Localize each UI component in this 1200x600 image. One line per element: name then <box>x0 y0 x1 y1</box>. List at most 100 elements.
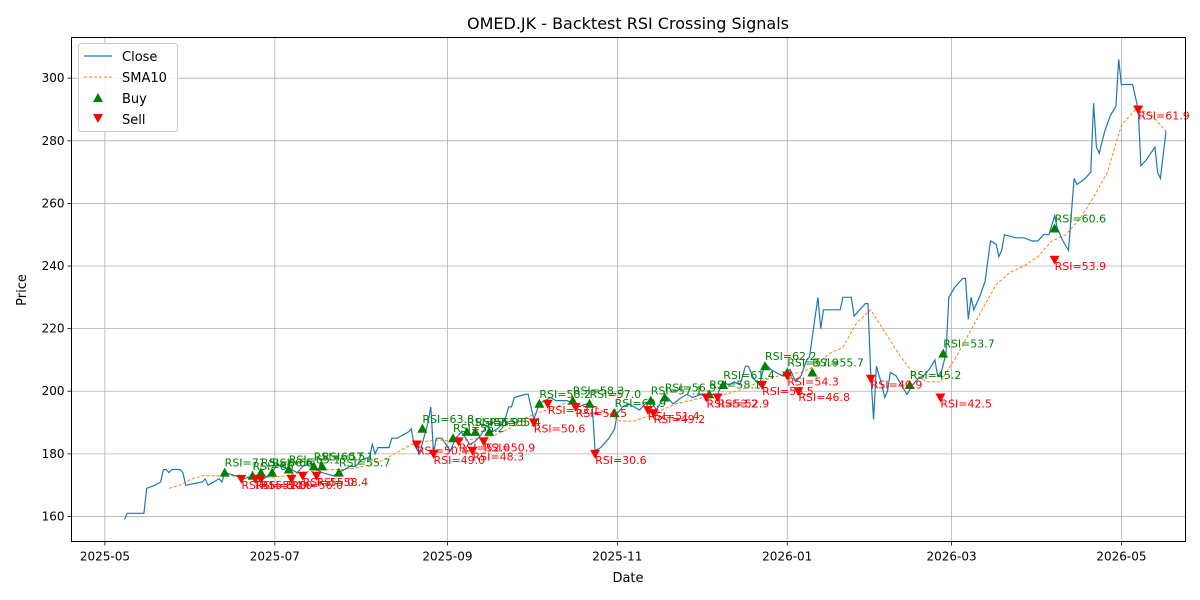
sell-marker <box>1049 255 1060 265</box>
buy-marker <box>645 395 656 405</box>
buy-marker <box>484 426 495 436</box>
sell-marker <box>935 393 946 403</box>
y-axis-ticks: 160 180 200 220 240 260 280 300 <box>42 71 72 523</box>
buy-marker <box>807 367 818 377</box>
buy-marker <box>534 398 545 408</box>
sma10-line <box>168 108 1167 489</box>
plot-frame <box>71 37 1186 542</box>
plot-area: RSI=71.5RSI=66RSI=66.6RSI=66.7RSI=65.1RS… <box>123 59 1190 520</box>
buy-marker <box>317 461 328 471</box>
buy-marker <box>567 395 578 405</box>
buy-rsi-label: RSI=60.6 <box>1055 212 1107 225</box>
y-axis-label: Price <box>15 274 30 306</box>
buy-rsi-label: RSI=55.4 <box>489 416 541 429</box>
sell-rsi-label: RSI=55.8 <box>241 479 293 492</box>
sell-rsi-label: RSI=30.6 <box>595 454 647 467</box>
sell-rsi-label: RSI=49.2 <box>654 413 706 426</box>
sell-marker <box>793 387 804 397</box>
buy-rsi-label: RSI=55.7 <box>339 457 391 470</box>
x-tick-label: 2025-09 <box>422 550 472 564</box>
sell-marker <box>453 437 464 447</box>
sell-marker <box>311 471 322 481</box>
buy-marker <box>219 467 230 477</box>
x-axis-ticks: 2025-05 2025-07 2025-09 2025-11 2026-01 2026-… <box>80 541 1147 564</box>
buy-rsi-label: RSI=58.3 <box>573 385 625 398</box>
legend: Close SMA10 Buy Sell <box>78 43 178 132</box>
buy-rsi-label: RSI=66 <box>253 460 294 473</box>
buy-rsi-label: RSI=66.6 <box>261 457 313 470</box>
x-tick-label: 2025-05 <box>80 550 130 564</box>
buy-rsi-label: RSI=57.1 <box>322 450 374 463</box>
buy-rsi-label: RSI=56.9 <box>665 382 717 395</box>
legend-box <box>78 43 178 132</box>
buy-marker <box>470 426 481 436</box>
buy-rsi-label: RSI=55.5 <box>475 416 527 429</box>
sell-marker <box>865 374 876 384</box>
y-tick-label: 220 <box>42 322 65 336</box>
x-tick-label: 2025-07 <box>250 550 300 564</box>
buy-marker <box>609 408 620 418</box>
sell-rsi-label: RSI=40.9 <box>871 379 923 392</box>
x-tick-label: 2026-01 <box>762 550 812 564</box>
sell-marker <box>528 418 539 428</box>
legend-sell-marker <box>93 114 103 123</box>
sell-marker <box>782 371 793 381</box>
buy-rsi-label: RSI=53.7 <box>943 338 995 351</box>
buy-marker <box>267 467 278 477</box>
sell-rsi-label: RSI=55.0 <box>303 476 355 489</box>
sell-rsi-label: RSI=48.3 <box>473 451 525 464</box>
buy-marker <box>718 379 729 389</box>
buy-marker <box>584 398 595 408</box>
sell-rsi-label: RSI=54.0 <box>261 479 313 492</box>
buy-rsi-label: RSI=55.9 <box>467 416 519 429</box>
sell-rsi-label: RSI=53.2 <box>706 398 758 411</box>
y-tick-label: 200 <box>42 384 65 398</box>
close-line <box>123 59 1167 520</box>
sell-marker <box>542 399 553 409</box>
sell-marker <box>467 446 478 456</box>
sell-rsi-label: RSI=61.9 <box>1138 110 1190 123</box>
sell-rsi-label: RSI=53.1 <box>548 404 600 417</box>
legend-close-label: Close <box>122 50 157 65</box>
y-tick-label: 240 <box>42 259 65 273</box>
buy-marker <box>308 461 319 471</box>
buy-marker <box>904 379 915 389</box>
buy-marker <box>255 467 266 477</box>
y-tick-label: 280 <box>42 134 65 148</box>
y-tick-label: 180 <box>42 447 65 461</box>
buy-rsi-label: RSI=65.1 <box>289 454 341 467</box>
grid-lines <box>71 37 1186 542</box>
sell-rsi-label: RSI=50.6 <box>534 423 586 436</box>
sell-rsi-label: RSI=53.9 <box>1055 260 1107 273</box>
sell-rsi-label: RSI=58.4 <box>317 476 369 489</box>
buy-rsi-label: RSI=57.0 <box>590 388 642 401</box>
buy-marker <box>283 464 294 474</box>
sell-marker <box>428 449 439 459</box>
sell-rsi-label: RSI=49.0 <box>434 454 486 467</box>
sell-marker <box>590 449 601 459</box>
buy-marker <box>461 426 472 436</box>
sell-marker <box>712 393 723 403</box>
buy-rsi-label: RSI=57.9 <box>787 356 839 369</box>
y-tick-label: 160 <box>42 509 65 523</box>
sell-marker <box>255 474 266 484</box>
sell-rsi-label: RSI=52.9 <box>718 398 770 411</box>
buy-rsi-label: RSI=62.2 <box>765 350 817 363</box>
x-tick-label: 2026-03 <box>926 550 976 564</box>
sell-marker <box>570 402 581 412</box>
sell-marker <box>642 406 653 416</box>
buy-marker <box>417 423 428 433</box>
sell-marker <box>297 471 308 481</box>
legend-buy-marker <box>93 93 103 102</box>
sell-rsi-label: RSI=50.9 <box>484 441 536 454</box>
x-tick-label: 2025-11 <box>592 550 642 564</box>
buy-rsi-label: RSI=61.4 <box>723 369 775 382</box>
sell-rsi-label: RSI=51.4 <box>648 410 700 423</box>
sell-marker <box>757 380 768 390</box>
sell-rsi-label: RSI=56.0 <box>292 479 344 492</box>
buy-rsi-label: RSI=66.7 <box>272 457 324 470</box>
buy-rsi-label: RSI=60.5 <box>314 450 366 463</box>
buy-rsi-label: RSI=58.2 <box>539 388 591 401</box>
buy-marker <box>759 361 770 371</box>
